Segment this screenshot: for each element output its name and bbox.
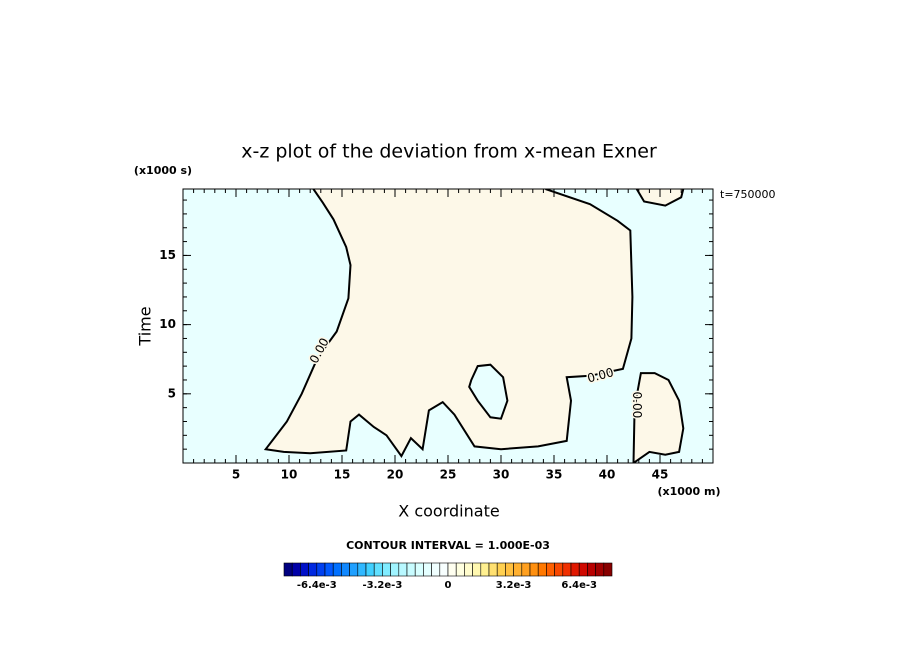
colorbar-box	[587, 562, 596, 577]
colorbar-box	[439, 562, 449, 577]
axes: 5 10 15 20 25 30 35 40 45 5 10 15 -6.4e-3 -3.2e-3 0 3.2…	[159, 188, 714, 591]
colorbar-box	[373, 562, 383, 577]
colorbar-box	[505, 562, 514, 577]
colorbar-box	[570, 562, 580, 577]
colorbar-box	[595, 562, 605, 577]
colorbar-box	[562, 562, 572, 577]
colorbar-box	[488, 562, 498, 577]
colorbar-box	[496, 562, 506, 577]
y-tick-label: 10	[159, 317, 176, 331]
colorbar-box	[603, 562, 613, 577]
x-tick-label: 35	[546, 468, 563, 482]
colorbar-tick-label: 6.4e-3	[561, 580, 597, 591]
y-tick-label: 5	[168, 386, 176, 400]
plot-area: 0.000.000.00	[183, 189, 713, 463]
region-fill	[633, 373, 684, 463]
colorbar-box	[455, 562, 465, 577]
colorbar-box	[398, 562, 408, 577]
contour-line	[635, 189, 685, 207]
colorbar-tick-label: 0	[445, 580, 452, 591]
x-tick-label: 40	[599, 468, 616, 482]
contour-line	[632, 372, 685, 463]
contour-label: 0.00	[630, 392, 644, 419]
region-fill	[469, 364, 508, 419]
colorbar-box	[554, 562, 564, 577]
colorbar-box	[365, 562, 375, 577]
colorbar-box	[431, 562, 441, 577]
x-tick-label: 20	[387, 468, 404, 482]
colorbar-box	[480, 562, 490, 577]
x-unit: (x1000 m)	[657, 485, 720, 498]
colorbar-box	[308, 562, 318, 577]
colorbar-box	[578, 562, 588, 577]
colorbar-box	[537, 562, 547, 577]
colorbar-box	[390, 562, 400, 577]
x-tick-label: 45	[652, 468, 669, 482]
colorbar-box	[472, 562, 482, 577]
annotation: t=750000	[720, 188, 776, 201]
colorbar-box	[291, 562, 301, 577]
colorbar-box	[357, 562, 367, 577]
colorbar-box	[316, 562, 326, 577]
colorbar-box	[521, 562, 531, 577]
colorbar-box	[464, 562, 473, 577]
colorbar-box	[513, 562, 523, 577]
x-tick-label: 10	[281, 468, 298, 482]
colorbar-box	[341, 562, 350, 577]
colorbar-box	[546, 562, 555, 577]
colorbar-box	[283, 562, 293, 577]
colorbar-box	[423, 562, 432, 577]
x-tick-label: 25	[440, 468, 457, 482]
colorbar-box	[382, 562, 391, 577]
colorbar-tick-label: -3.2e-3	[363, 580, 403, 591]
colorbar-tick-label: -6.4e-3	[297, 580, 337, 591]
colorbar-box	[349, 562, 359, 577]
colorbar-box	[324, 562, 334, 577]
y-axis-label: Time	[136, 306, 155, 346]
x-tick-label: 30	[493, 468, 510, 482]
region-fill	[265, 189, 633, 457]
colorbar-box	[332, 562, 342, 577]
colorbar-box	[529, 562, 539, 577]
colorbar-box	[300, 562, 309, 577]
contour-line	[263, 189, 634, 458]
y-tick-label: 15	[159, 248, 176, 262]
colorbar-box	[406, 562, 416, 577]
x-tick-label: 15	[334, 468, 351, 482]
colorbar-label: CONTOUR INTERVAL = 1.000E-03	[346, 539, 550, 552]
y-unit: (x1000 s)	[134, 164, 192, 177]
x-axis-label: X coordinate	[398, 502, 499, 521]
colorbar-box	[447, 562, 457, 577]
x-tick-label: 5	[232, 468, 240, 482]
colorbar-tick-label: 3.2e-3	[496, 580, 532, 591]
chart-title: x-z plot of the deviation from x-mean Ex…	[241, 141, 657, 163]
colorbar-box	[414, 562, 424, 577]
contour-line	[468, 363, 509, 420]
